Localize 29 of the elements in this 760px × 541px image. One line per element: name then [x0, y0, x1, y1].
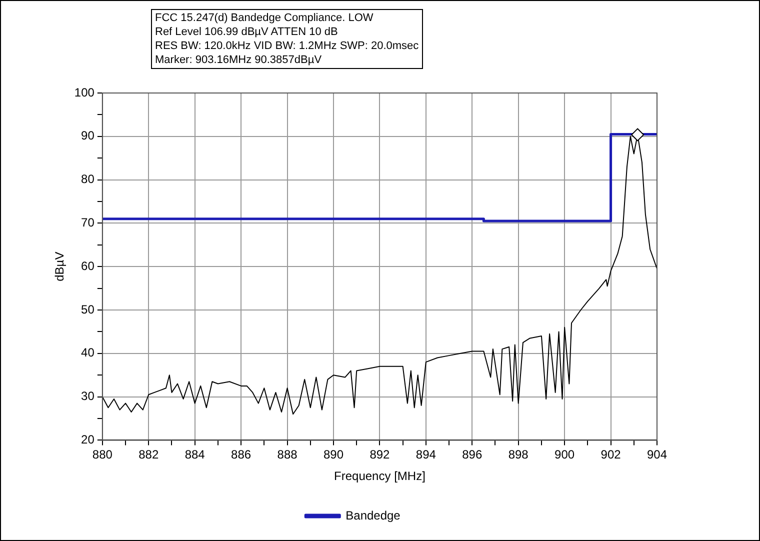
y-axis-title: dBµV: [52, 252, 67, 282]
y-tick-label: 80: [81, 172, 95, 186]
x-axis-title: Frequency [MHz]: [334, 469, 426, 484]
x-tick-label: 892: [370, 448, 390, 462]
legend-label: Bandedge: [346, 508, 401, 522]
y-tick-label: 40: [81, 346, 95, 360]
x-tick-label: 904: [646, 448, 668, 462]
y-tick-label: 70: [81, 216, 95, 230]
x-tick-label: 886: [231, 448, 252, 462]
y-tick-label: 100: [74, 85, 95, 100]
x-tick-label: 898: [508, 448, 529, 462]
chart-title: FCC 15.247(d) Bandedge Compliance. LOW: [155, 11, 374, 25]
text: RES BW: 120.0kHz VID BW: 1.2MHz SWP: 20.0msec: [155, 39, 419, 53]
x-tick-label: 902: [600, 448, 622, 462]
x-tick-label: 888: [277, 448, 298, 462]
text: Marker: 903.16MHz 90.3857dBµV: [155, 53, 323, 67]
y-tick-label: 90: [81, 128, 95, 143]
y-tick-label: 20: [81, 432, 95, 447]
y-tick-label: 30: [81, 389, 95, 404]
x-tick-label: 884: [184, 448, 206, 462]
x-tick-label: 894: [416, 448, 436, 462]
x-tick-label: 880: [92, 448, 113, 462]
x-tick-label: 900: [554, 448, 575, 462]
y-tick-label: 50: [81, 302, 95, 316]
y-tick-label: 60: [81, 258, 95, 273]
text: Ref Level 106.99 dBµV ATTEN 10 dB: [155, 25, 339, 39]
x-tick-label: 896: [462, 448, 482, 462]
x-tick-label: 890: [323, 448, 344, 462]
x-tick-label: 882: [138, 448, 159, 462]
